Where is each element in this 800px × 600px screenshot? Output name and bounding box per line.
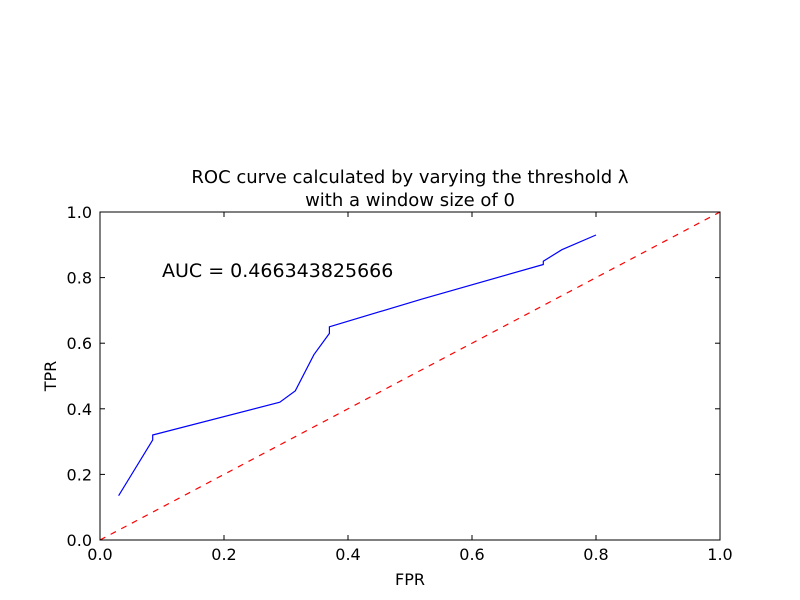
x-tick-label: 0.8: [583, 545, 608, 564]
chart-title-line1: ROC curve calculated by varying the thre…: [191, 167, 629, 188]
plot-area: 0.0 0.2 0.4 0.6 0.8 1.0 0.0 0.2 0.4 0.6 0.8 1.0: [67, 203, 733, 564]
y-ticks: 0.0 0.2 0.4 0.6 0.8 1.0: [67, 203, 720, 550]
x-tick-label: 0.2: [211, 545, 236, 564]
y-tick-label: 0.8: [67, 269, 92, 288]
roc-curve-line: [118, 234, 597, 497]
y-tick-label: 0.0: [67, 531, 92, 550]
auc-annotation: AUC = 0.466343825666: [162, 260, 393, 282]
x-tick-label: 1.0: [707, 545, 732, 564]
y-tick-label: 0.6: [67, 334, 92, 353]
x-tick-label: 0.6: [459, 545, 484, 564]
series-layer: [99, 211, 721, 541]
chart-title-line2: with a window size of 0: [305, 190, 515, 211]
x-axis-label: FPR: [395, 570, 425, 589]
x-tick-label: 0.0: [87, 545, 112, 564]
y-tick-label: 1.0: [67, 203, 92, 222]
y-axis-label: TPR: [41, 361, 60, 393]
x-tick-label: 0.4: [335, 545, 360, 564]
plot-frame: [99, 211, 721, 541]
x-ticks: 0.0 0.2 0.4 0.6 0.8 1.0: [87, 212, 733, 564]
y-tick-label: 0.4: [67, 400, 92, 419]
chance-diagonal-line: [99, 211, 721, 541]
y-tick-label: 0.2: [67, 465, 92, 484]
